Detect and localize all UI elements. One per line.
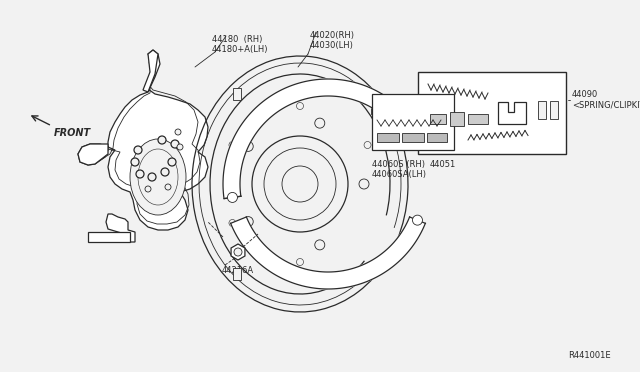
Circle shape <box>134 146 142 154</box>
Circle shape <box>161 168 169 176</box>
Circle shape <box>364 141 371 148</box>
Text: FRONT: FRONT <box>54 128 91 138</box>
Circle shape <box>315 240 324 250</box>
Ellipse shape <box>130 139 186 215</box>
Bar <box>450 112 464 126</box>
Polygon shape <box>223 79 396 199</box>
Bar <box>538 101 546 119</box>
Text: R441001E: R441001E <box>568 351 611 360</box>
Polygon shape <box>88 232 130 242</box>
Circle shape <box>168 158 176 166</box>
Circle shape <box>131 158 139 166</box>
Bar <box>427 133 447 142</box>
Bar <box>418 72 566 154</box>
Text: 44180  (RH)
44180+A(LH): 44180 (RH) 44180+A(LH) <box>212 35 269 54</box>
Circle shape <box>165 184 171 190</box>
Bar <box>402 133 424 142</box>
Text: 44216A: 44216A <box>222 266 254 275</box>
Polygon shape <box>230 217 426 289</box>
Circle shape <box>234 248 242 256</box>
Bar <box>233 88 241 100</box>
Bar <box>371 102 379 114</box>
Circle shape <box>171 140 179 148</box>
Circle shape <box>412 215 422 225</box>
Polygon shape <box>78 144 108 165</box>
Polygon shape <box>143 50 158 92</box>
Text: 44200: 44200 <box>440 146 467 155</box>
Text: 44090
<SPRING/CLIPKIT>: 44090 <SPRING/CLIPKIT> <box>572 90 640 110</box>
Circle shape <box>315 118 324 128</box>
Circle shape <box>148 173 156 181</box>
Circle shape <box>243 141 253 151</box>
Text: 44051: 44051 <box>430 160 456 169</box>
Circle shape <box>145 186 151 192</box>
Polygon shape <box>106 214 135 242</box>
Text: 44020(RH)
44030(LH): 44020(RH) 44030(LH) <box>310 31 355 50</box>
Circle shape <box>229 141 236 148</box>
Polygon shape <box>498 102 526 124</box>
Ellipse shape <box>138 149 178 205</box>
Bar <box>233 268 241 280</box>
Circle shape <box>158 136 166 144</box>
Circle shape <box>296 259 303 266</box>
Polygon shape <box>78 50 208 230</box>
Circle shape <box>359 179 369 189</box>
Circle shape <box>175 129 181 135</box>
Bar <box>372 94 454 150</box>
Polygon shape <box>231 244 245 260</box>
Circle shape <box>136 170 144 178</box>
Text: 44060S (RH)
44060SA(LH): 44060S (RH) 44060SA(LH) <box>372 160 427 179</box>
Circle shape <box>296 103 303 109</box>
Bar <box>468 114 488 124</box>
Circle shape <box>177 144 183 150</box>
Circle shape <box>227 192 237 202</box>
Bar <box>430 114 446 124</box>
Circle shape <box>229 219 236 227</box>
Circle shape <box>243 217 253 227</box>
Bar <box>377 133 399 142</box>
Bar <box>550 101 558 119</box>
